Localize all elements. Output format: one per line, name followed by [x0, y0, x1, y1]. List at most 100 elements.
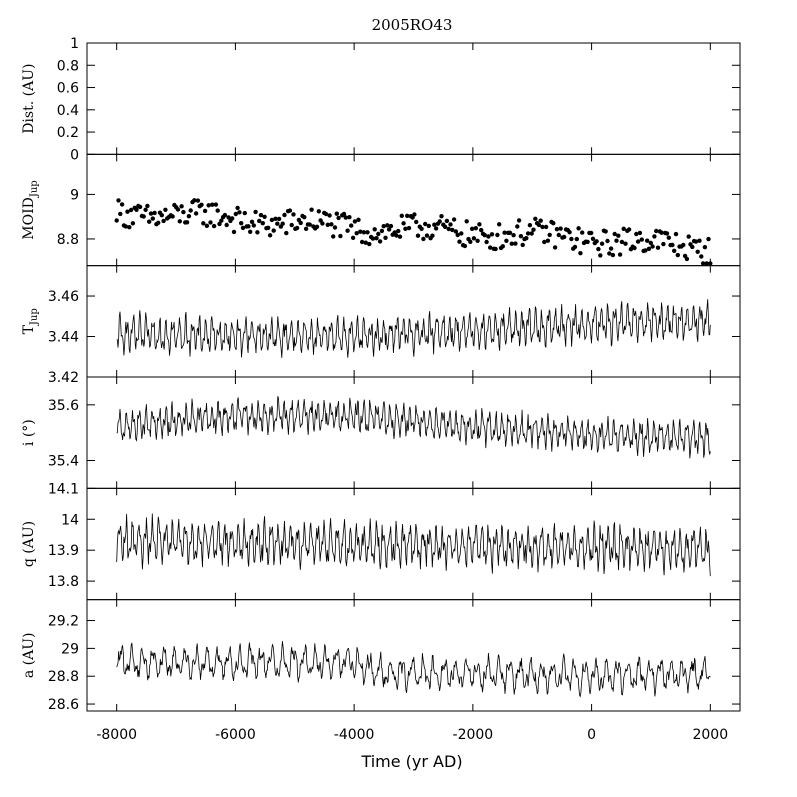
moid-point: [202, 208, 208, 214]
moid-point: [161, 218, 166, 224]
moid-point: [672, 248, 677, 253]
moid-point: [388, 223, 394, 229]
moid-point: [349, 223, 354, 228]
moid-point: [230, 216, 235, 221]
moid-point: [444, 218, 450, 224]
moid-point: [338, 233, 343, 239]
moid-point: [246, 224, 251, 229]
moid-point: [655, 245, 661, 250]
moid-point: [610, 252, 616, 258]
moid-point: [376, 231, 381, 237]
moid-point: [471, 236, 477, 241]
moid-point: [147, 219, 152, 224]
moid-point: [303, 226, 309, 231]
moid-point: [336, 215, 341, 221]
moid-point: [442, 224, 448, 229]
y-tick-label: 14: [61, 512, 79, 528]
moid-point: [450, 227, 455, 233]
moid-point: [386, 227, 392, 232]
moid-point: [370, 236, 376, 241]
moid-point: [262, 214, 267, 219]
y-axis-label-incl: i (°): [21, 419, 37, 446]
moid-point: [661, 241, 666, 247]
moid-point: [302, 215, 307, 220]
moid-point: [479, 227, 484, 233]
x-tick-label: -8000: [96, 727, 137, 743]
moid-point: [343, 215, 348, 220]
y-tick-label: 0.6: [57, 81, 79, 97]
moid-point: [116, 198, 121, 203]
y-tick-label: 3.44: [48, 330, 79, 346]
moid-point: [455, 232, 460, 238]
moid-point: [702, 245, 708, 250]
moid-point: [175, 207, 181, 212]
moid-point: [141, 214, 146, 219]
moid-point: [603, 229, 608, 234]
panel-tjup: 3.42 3.44 3.46 TJup: [21, 265, 741, 386]
x-axis-label: Time (yr AD): [360, 752, 462, 771]
moid-point: [188, 208, 193, 213]
moid-point: [287, 208, 293, 213]
moid-point: [320, 221, 325, 226]
moid-point: [513, 241, 518, 246]
moid-point: [118, 211, 123, 217]
moid-point: [708, 261, 713, 266]
moid-point: [237, 210, 242, 215]
moid-point: [639, 237, 644, 242]
moid-point: [607, 251, 612, 256]
moid-point: [681, 242, 686, 248]
moid-point: [359, 239, 365, 245]
moid-point: [361, 230, 367, 235]
moid-point: [137, 204, 143, 210]
moid-point: [332, 225, 338, 230]
moid-point: [215, 208, 220, 213]
y-tick-label: 0: [70, 147, 79, 163]
moid-point: [289, 222, 294, 228]
moid-point: [257, 218, 262, 224]
moid-point: [181, 209, 186, 215]
moid-point: [612, 231, 617, 237]
moid-point: [695, 249, 700, 254]
moid-point: [284, 230, 289, 236]
moid-point: [525, 231, 531, 236]
moid-point: [273, 216, 278, 221]
moid-point: [341, 211, 347, 217]
panel-q: 13.8 13.9 14 14.1 q (AU): [21, 481, 741, 601]
moid-point: [614, 238, 619, 243]
moid-point: [134, 207, 139, 212]
moid-point: [659, 230, 664, 235]
moid-point: [580, 230, 585, 235]
moid-point: [415, 233, 421, 238]
moid-point: [599, 241, 605, 246]
moid-point: [547, 232, 552, 238]
moid-point: [556, 232, 561, 238]
moid-point: [334, 211, 339, 216]
moid-point: [399, 213, 404, 218]
moid-point: [240, 225, 246, 231]
moid-point: [323, 211, 329, 217]
moid-point: [354, 231, 359, 236]
moid-point: [515, 224, 520, 229]
moid-point: [648, 240, 653, 246]
moid-point: [558, 226, 563, 231]
moid-point: [605, 238, 610, 244]
y-tick-label: 28.8: [48, 669, 79, 685]
moid-point: [266, 225, 271, 230]
moid-point: [222, 212, 228, 218]
moid-point: [545, 238, 551, 243]
moid-point: [617, 252, 623, 257]
moid-point: [516, 218, 522, 223]
moid-point: [504, 238, 509, 243]
moid-point: [453, 229, 459, 234]
moid-point: [626, 227, 632, 232]
moid-point: [675, 252, 680, 258]
y-tick-label: 3.42: [48, 370, 79, 386]
moid-point: [119, 202, 125, 207]
moid-point: [643, 248, 648, 253]
moid-point: [271, 228, 276, 233]
moid-point: [294, 225, 300, 231]
moid-point: [551, 221, 556, 226]
moid-point: [488, 245, 493, 250]
moid-point: [280, 221, 285, 226]
moid-point: [179, 204, 184, 209]
